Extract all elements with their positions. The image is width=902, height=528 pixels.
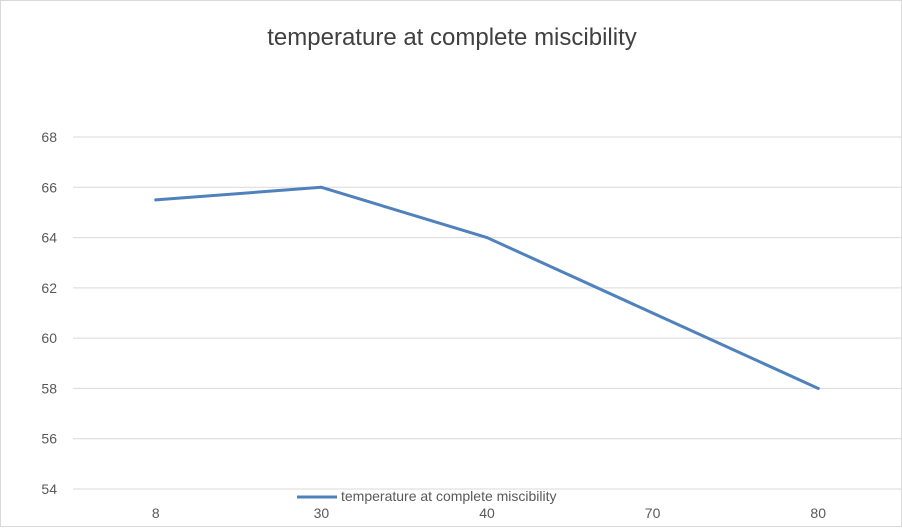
data-point	[485, 236, 489, 240]
x-tick-label: 8	[152, 505, 160, 521]
legend-label: temperature at complete miscibility	[341, 488, 557, 504]
x-tick-label: 70	[645, 505, 661, 521]
y-tick-label: 54	[41, 481, 57, 497]
y-tick-label: 66	[41, 179, 57, 195]
x-axis-tick-labels: 8 30 40 70 80	[152, 505, 826, 521]
data-point	[816, 386, 820, 390]
data-point	[651, 311, 655, 315]
y-tick-label: 68	[41, 129, 57, 145]
gridlines	[73, 136, 901, 490]
y-axis-tick-labels: 54 56 58 60 62 64 66 68	[41, 129, 57, 497]
data-point	[154, 198, 158, 202]
x-tick-label: 30	[314, 505, 330, 521]
chart-title: temperature at complete miscibility	[267, 24, 636, 51]
legend: temperature at complete miscibility	[297, 488, 557, 504]
y-tick-label: 56	[41, 431, 57, 447]
x-tick-label: 40	[479, 505, 495, 521]
series-lines	[154, 185, 820, 390]
y-tick-label: 58	[41, 380, 57, 396]
y-tick-label: 60	[41, 330, 57, 346]
x-tick-label: 80	[810, 505, 826, 521]
data-point	[319, 185, 323, 189]
y-tick-label: 62	[41, 280, 57, 296]
y-tick-label: 64	[41, 230, 57, 246]
